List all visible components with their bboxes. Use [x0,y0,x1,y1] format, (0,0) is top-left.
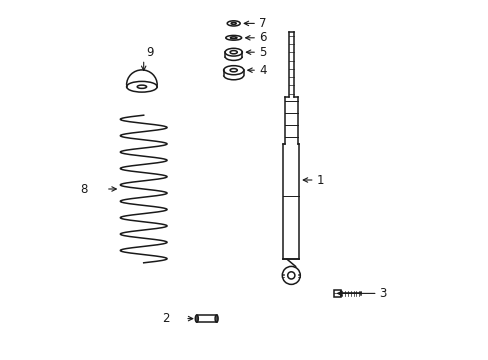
Text: 1: 1 [316,174,324,186]
Text: 4: 4 [258,64,266,77]
Text: 2: 2 [162,312,169,325]
Text: 5: 5 [258,46,266,59]
Text: 3: 3 [379,287,386,300]
Bar [333,290,340,297]
Text: 7: 7 [258,17,266,30]
Text: 8: 8 [81,183,88,195]
Text: 9: 9 [146,46,153,59]
Bar [196,315,216,322]
Text: 6: 6 [258,31,266,44]
